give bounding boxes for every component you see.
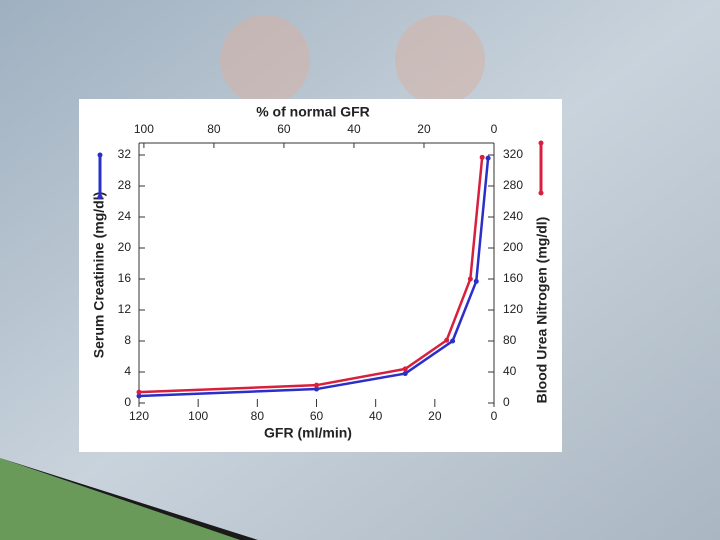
- y2-tick-label: 320: [503, 147, 523, 161]
- legend-key: [97, 152, 103, 158]
- bg-shape: [395, 15, 485, 105]
- y2-tick-label: 240: [503, 209, 523, 223]
- y-tick-label: 8: [124, 333, 131, 347]
- chart-title: % of normal GFR: [256, 104, 370, 120]
- legend-key: [538, 140, 544, 146]
- x2-tick-label: 60: [277, 122, 291, 136]
- data-point: [314, 382, 319, 388]
- x-tick-label: 80: [251, 409, 265, 423]
- data-point: [314, 386, 319, 392]
- y-tick-label: 4: [124, 364, 131, 378]
- data-point: [444, 337, 450, 343]
- x2-tick-label: 80: [207, 122, 221, 136]
- data-point: [479, 154, 485, 160]
- x-tick-label: 120: [129, 409, 149, 423]
- x2-tick-label: 40: [347, 122, 361, 136]
- y-tick-label: 16: [118, 271, 132, 285]
- series-line: [138, 157, 490, 398]
- x-tick-label: 40: [369, 409, 383, 423]
- y-tick-label: 20: [118, 240, 132, 254]
- y-tick-label: 32: [118, 147, 132, 161]
- x-tick-label: 20: [428, 409, 442, 423]
- x-tick-label: 0: [491, 409, 498, 423]
- y-tick-label: 0: [124, 395, 131, 409]
- x-tick-label: 60: [310, 409, 324, 423]
- y-tick-label: 24: [118, 209, 132, 223]
- data-point: [136, 389, 142, 395]
- decor-stripe: [0, 458, 258, 540]
- series-line: [138, 157, 484, 394]
- legend-key: [97, 194, 103, 200]
- y-axis-label: Serum Creatinine (mg/dl): [91, 192, 107, 358]
- y2-axis-label: Blood Urea Nitrogen (mg/dl): [534, 217, 550, 404]
- data-point: [473, 278, 479, 284]
- y2-tick-label: 0: [503, 395, 510, 409]
- y-tick-label: 12: [118, 302, 132, 316]
- x2-tick-label: 20: [417, 122, 431, 136]
- data-point: [402, 371, 408, 377]
- y2-tick-label: 80: [503, 333, 517, 347]
- data-point: [467, 276, 473, 282]
- y2-tick-label: 280: [503, 178, 523, 192]
- bg-shape: [220, 15, 310, 105]
- data-point: [450, 338, 456, 344]
- y2-tick-label: 120: [503, 302, 523, 316]
- y2-tick-label: 200: [503, 240, 523, 254]
- data-point: [402, 366, 408, 372]
- x-axis-label: GFR (ml/min): [264, 425, 352, 441]
- chart-panel: [79, 99, 562, 452]
- data-point: [485, 155, 491, 161]
- x2-tick-label: 100: [134, 122, 154, 136]
- x2-tick-label: 0: [491, 122, 498, 136]
- y2-tick-label: 40: [503, 364, 517, 378]
- y-tick-label: 28: [118, 178, 132, 192]
- legend-key: [538, 190, 544, 196]
- data-point: [136, 393, 142, 399]
- y2-tick-label: 160: [503, 271, 523, 285]
- x-tick-label: 100: [188, 409, 208, 423]
